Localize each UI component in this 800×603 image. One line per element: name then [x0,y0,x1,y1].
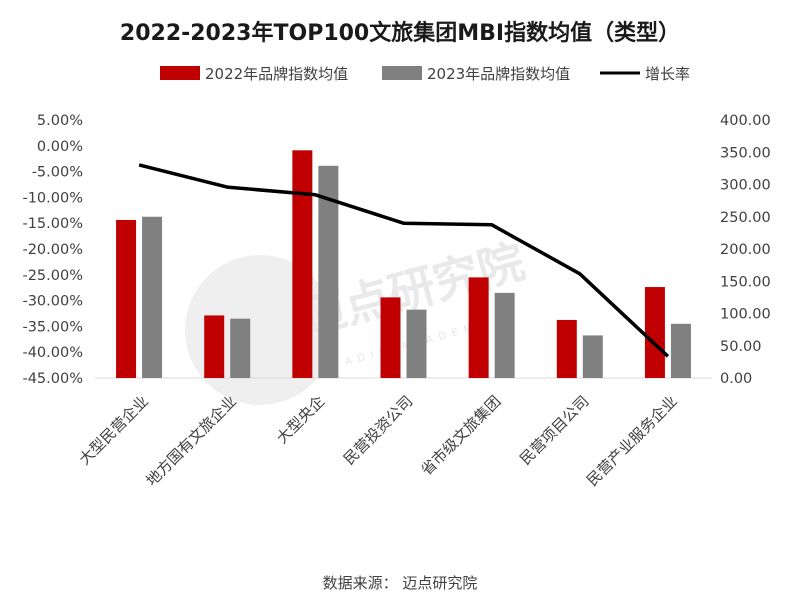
bar-2023 [142,216,163,378]
bar-2022 [292,150,313,378]
bar-2023 [406,309,427,378]
y-right-tick-label: 300.00 [720,178,771,194]
bar-2022 [644,287,665,378]
y-left-tick-label: -35.00% [22,319,83,335]
legend-label-2023: 2023年品牌指数均值 [427,65,570,83]
bar-2023 [670,323,691,378]
x-category-label: 民营投资公司 [340,392,416,468]
bar-2023 [230,318,251,378]
x-category-label: 民营项目公司 [516,392,592,468]
legend-swatch-2023 [382,66,422,80]
y-right-tick-label: 350.00 [720,145,771,161]
y-left-tick-label: -10.00% [22,190,83,206]
legend-label-2022: 2022年品牌指数均值 [205,65,348,83]
y-left-tick-label: -5.00% [32,165,83,181]
growth-rate-line [138,163,670,358]
chart-title: 2022-2023年TOP100文旅集团MBI指数均值（类型） [120,20,680,46]
x-category-label: 省市级文旅集团 [417,392,504,479]
y-right-tick-label: 0.00 [720,371,752,387]
legend-swatch-2022 [160,66,200,80]
y-left-tick-label: 5.00% [37,113,83,129]
bar-2022 [116,219,137,378]
y-right-tick-label: 100.00 [720,307,771,323]
legend-label-growth: 增长率 [645,65,690,83]
y-left-tick-label: -40.00% [22,345,83,361]
y-left-tick-label: -20.00% [22,242,83,258]
y-left-tick-label: -15.00% [22,216,83,232]
legend: 2022年品牌指数均值 2023年品牌指数均值 增长率 [160,65,690,83]
x-category-label: 民营产业服务企业 [583,392,681,490]
bar-2022 [468,277,489,378]
y-left-tick-label: -25.00% [22,268,83,284]
y-left-tick-label: -30.00% [22,294,83,310]
y-right-tick-label: 250.00 [720,210,771,226]
source-note: 数据来源： 迈点研究院 [323,574,478,592]
y-right-tick-label: 200.00 [720,242,771,258]
bar-2022 [556,319,577,378]
x-category-label: 地方国有文旅企业 [142,392,240,490]
y-left-tick-label: 0.00% [37,139,83,155]
bar-2022 [204,315,225,378]
y-right-tick-label: 150.00 [720,274,771,290]
y-right-tick-label: 50.00 [720,339,762,355]
bar-2023 [318,165,339,378]
plot-area: 5.00% 0.00% -5.00% -10.00% -15.00% -20.00% -25… [22,113,770,490]
x-category-label: 大型民营企业 [76,392,152,468]
bar-2023 [494,292,515,378]
bar-2022 [380,297,401,378]
bar-2023 [582,335,603,378]
y-right-tick-label: 400.00 [720,113,771,129]
y-left-tick-label: -45.00% [22,371,83,387]
